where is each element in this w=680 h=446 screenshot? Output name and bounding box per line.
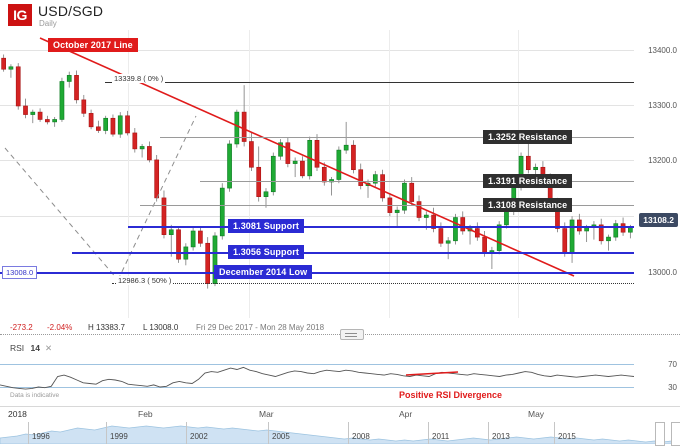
range-navigator[interactable]: 1996 1999 2002 2005 2008 2011 2013 2015 (0, 422, 680, 446)
time-label-mar: Mar (259, 409, 274, 419)
navigator-year: 2013 (492, 432, 510, 441)
gridline (0, 105, 634, 106)
december-low-line (0, 272, 634, 274)
rsi-series (0, 366, 634, 390)
resistance-line-2 (200, 181, 634, 182)
navigator-right-handle[interactable] (671, 422, 680, 446)
time-label-may: May (528, 409, 545, 419)
navigator-tick (268, 422, 269, 444)
navigator-left-handle[interactable] (655, 422, 665, 446)
resistance-label-1: 1.3252 Resistance (483, 130, 573, 144)
navigator-year: 1999 (110, 432, 128, 441)
resistance-line-3 (140, 205, 634, 206)
rsi-level-low: 30 (668, 383, 677, 392)
navigator-year: 2002 (190, 432, 208, 441)
change-points: -273.2 (10, 323, 33, 332)
support-line-2 (72, 252, 634, 254)
candlestick-series (1, 37, 633, 289)
price-tick: 13400.0 (648, 46, 677, 55)
fib-label-0: 13339.8 ( 0% ) (112, 74, 166, 83)
price-tick: 13000.0 (648, 268, 677, 277)
rsi-axis: 70 30 (634, 340, 680, 406)
navigator-tick (488, 422, 489, 444)
price-tick: 13300.0 (648, 101, 677, 110)
navigator-tick (106, 422, 107, 444)
navigator-year: 2011 (432, 432, 450, 441)
rsi-level-70-line (0, 364, 634, 365)
panel-resize-handle[interactable] (340, 329, 364, 340)
price-axis[interactable]: 13400.0 13300.0 13200.0 13000.0 13108.2 (634, 30, 680, 318)
navigator-year: 2008 (352, 432, 370, 441)
time-label-2018: 2018 (8, 409, 27, 419)
navigator-tick (348, 422, 349, 444)
resistance-line-1 (160, 137, 634, 138)
gridline (249, 30, 250, 318)
rsi-period: 14 (30, 343, 41, 353)
rsi-indicator-label: RSI 14 (10, 343, 40, 353)
gridline (0, 216, 634, 217)
gridline (389, 30, 390, 318)
chart-header: IG USD/SGD Daily (0, 0, 680, 30)
fib-label-50: 12986.3 ( 50% ) (116, 276, 174, 285)
page-title: USD/SGD (38, 3, 104, 19)
time-label-feb: Feb (138, 409, 153, 419)
navigator-tick (28, 422, 29, 444)
navigator-year: 2015 (558, 432, 576, 441)
fib-line-0 (105, 82, 634, 83)
date-range: Fri 29 Dec 2017 - Mon 28 May 2018 (196, 323, 325, 332)
ig-logo-icon: IG (8, 4, 32, 26)
support-label-1: 1.3081 Support (228, 219, 304, 233)
rsi-divergence-label: Positive RSI Divergence (399, 390, 503, 400)
price-tick: 13200.0 (648, 156, 677, 165)
navigator-tick (186, 422, 187, 444)
change-percent: -2.04% (47, 323, 73, 332)
support-label-2: 1.3056 Support (228, 245, 304, 259)
october-2017-line-label: October 2017 Line (48, 38, 138, 52)
timeframe-label: Daily (39, 19, 57, 28)
price-chart-panel[interactable]: 13339.8 ( 0% ) 12986.3 ( 50% ) 13008.0 O… (0, 30, 634, 318)
left-price-tag: 13008.0 (2, 266, 38, 279)
current-price-badge: 13108.2 (639, 213, 678, 227)
rsi-panel[interactable]: RSI 14 ✕ Positive RSI Divergence Data is… (0, 340, 634, 406)
navigator-tick (428, 422, 429, 444)
gridline (0, 50, 634, 51)
navigator-tick (554, 422, 555, 444)
rsi-level-high: 70 (668, 360, 677, 369)
gridline (128, 30, 129, 318)
resistance-label-3: 1.3108 Resistance (483, 198, 573, 212)
data-indicative-note: Data is indicative (10, 392, 60, 399)
status-bar: -273.2 -2.04% H 13383.7 L 13008.0 Fri 29… (0, 318, 680, 340)
navigator-year: 1996 (32, 432, 50, 441)
support-line-1 (128, 226, 634, 228)
period-high: H 13383.7 (88, 323, 125, 332)
rsi-level-30-line (0, 387, 634, 388)
time-label-apr: Apr (399, 409, 413, 419)
close-icon[interactable]: ✕ (45, 343, 53, 353)
fib-line-50 (112, 283, 634, 284)
navigator-year: 2005 (272, 432, 290, 441)
rsi-name: RSI (10, 343, 25, 353)
resistance-label-2: 1.3191 Resistance (483, 174, 573, 188)
december-low-label: December 2014 Low (214, 265, 313, 279)
period-low: L 13008.0 (143, 323, 179, 332)
navigator-overview-series (0, 425, 680, 444)
